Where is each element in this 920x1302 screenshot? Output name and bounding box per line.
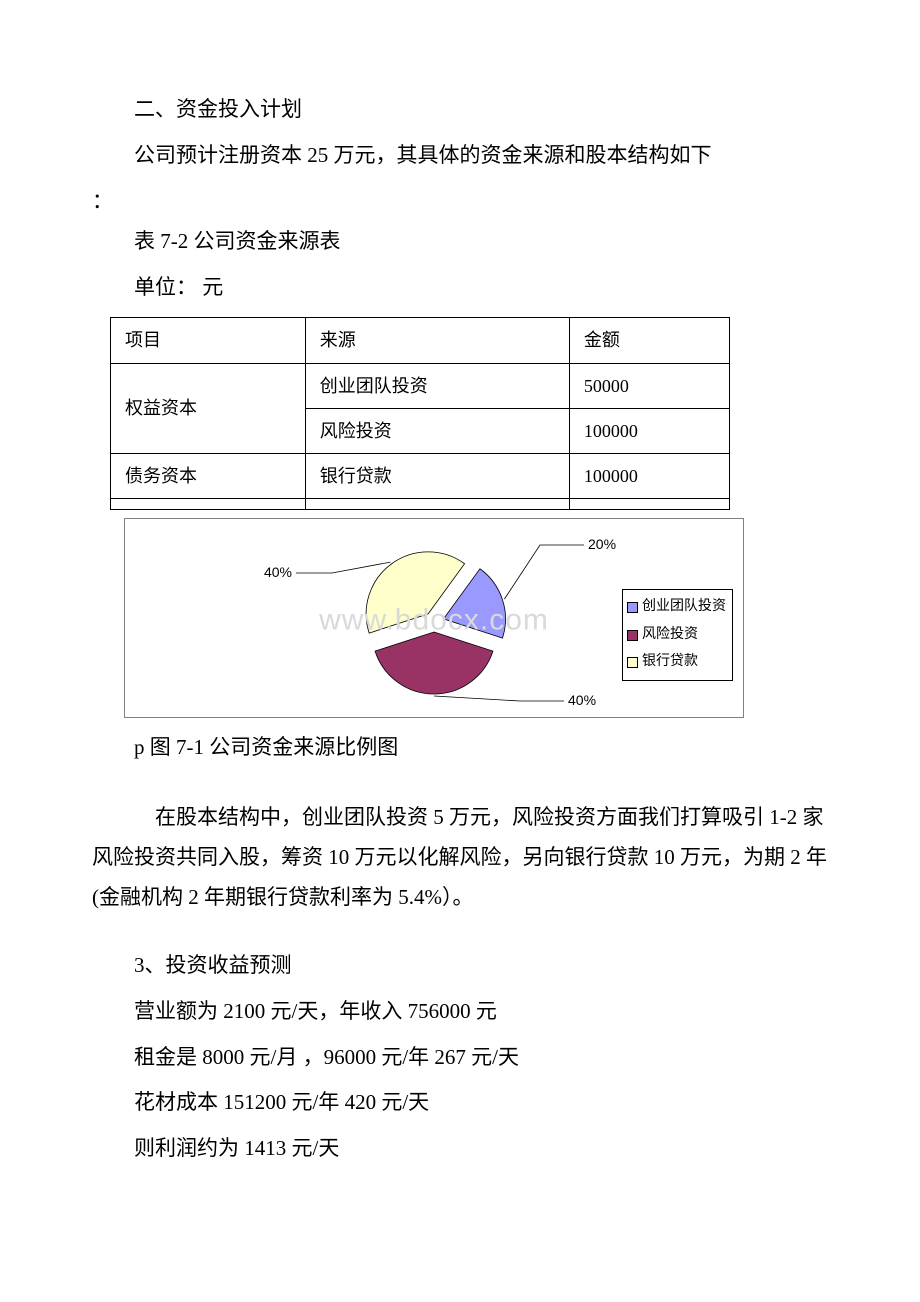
sec3-line: 租金是 8000 元/月 ，96000 元/年 267 元/天: [92, 1038, 828, 1078]
legend-swatch: [627, 602, 638, 613]
legend-swatch: [627, 657, 638, 668]
figure-caption: p 图 7-1 公司资金来源比例图: [92, 728, 828, 768]
cell-empty: [305, 499, 569, 510]
pie-slice: [375, 632, 493, 694]
legend-item: 风险投资: [627, 622, 726, 649]
cell-empty: [111, 499, 306, 510]
pie-chart-container: 20%40%40% www.bdocx.com 创业团队投资风险投资银行贷款: [124, 518, 744, 718]
legend-label: 创业团队投资: [642, 594, 726, 621]
cell-source: 创业团队投资: [305, 363, 569, 408]
sec3-line: 花材成本 151200 元/年 420 元/天: [92, 1083, 828, 1123]
legend-swatch: [627, 630, 638, 641]
leader-line: [434, 696, 564, 701]
sec3-title: 3、投资收益预测: [92, 946, 828, 986]
intro-colon: ：: [92, 182, 828, 222]
legend-label: 风险投资: [642, 622, 698, 649]
th-project: 项目: [111, 318, 306, 363]
section-3: 3、投资收益预测 营业额为 2100 元/天，年收入 756000 元 租金是 …: [92, 946, 828, 1169]
legend-item: 创业团队投资: [627, 594, 726, 621]
table-row: [111, 499, 730, 510]
cell-amount: 100000: [569, 408, 729, 453]
pie-pct-label: 40%: [568, 692, 596, 708]
leader-line: [296, 562, 391, 573]
th-source: 来源: [305, 318, 569, 363]
cell-equity: 权益资本: [111, 363, 306, 453]
cell-source: 银行贷款: [305, 454, 569, 499]
pie-svg: 20% 40% 40%: [244, 527, 624, 713]
intro-line: 公司预计注册资本 25 万元，其具体的资金来源和股本结构如下: [92, 136, 828, 176]
table-row: 权益资本 创业团队投资 50000: [111, 363, 730, 408]
table-row: 项目 来源 金额: [111, 318, 730, 363]
table-row: 债务资本 银行贷款 100000: [111, 454, 730, 499]
section-heading: 二、资金投入计划: [92, 90, 828, 130]
legend-label: 银行贷款: [642, 649, 698, 676]
pie-chart: 20%40%40% www.bdocx.com 创业团队投资风险投资银行贷款: [131, 525, 737, 715]
th-amount: 金额: [569, 318, 729, 363]
unit-line: 单位： 元: [92, 268, 828, 308]
pie-pct-label: 40%: [264, 564, 292, 580]
table-caption: 表 7-2 公司资金来源表: [92, 222, 828, 262]
body-paragraph: 在股本结构中，创业团队投资 5 万元，风险投资方面我们打算吸引 1-2 家风险投…: [92, 798, 828, 918]
sec3-line: 则利润约为 1413 元/天: [92, 1129, 828, 1169]
chart-legend: 创业团队投资风险投资银行贷款: [622, 589, 733, 681]
funding-table: 项目 来源 金额 权益资本 创业团队投资 50000 风险投资 100000 债…: [110, 317, 730, 510]
sec3-line: 营业额为 2100 元/天，年收入 756000 元: [92, 992, 828, 1032]
cell-empty: [569, 499, 729, 510]
cell-source: 风险投资: [305, 408, 569, 453]
pie-pct-label: 20%: [588, 536, 616, 552]
cell-amount: 50000: [569, 363, 729, 408]
leader-line: [504, 545, 584, 599]
cell-amount: 100000: [569, 454, 729, 499]
legend-item: 银行贷款: [627, 649, 726, 676]
cell-debt: 债务资本: [111, 454, 306, 499]
